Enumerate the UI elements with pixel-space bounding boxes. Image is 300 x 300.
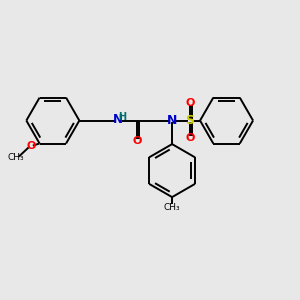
Text: N: N — [167, 114, 177, 127]
Text: O: O — [26, 142, 35, 152]
Text: H: H — [118, 112, 127, 122]
Text: CH₃: CH₃ — [164, 203, 180, 212]
Text: N: N — [113, 112, 123, 126]
Text: O: O — [185, 98, 194, 108]
Text: S: S — [185, 114, 194, 127]
Text: CH₃: CH₃ — [8, 153, 24, 162]
Text: O: O — [185, 133, 194, 143]
Text: O: O — [132, 136, 141, 146]
